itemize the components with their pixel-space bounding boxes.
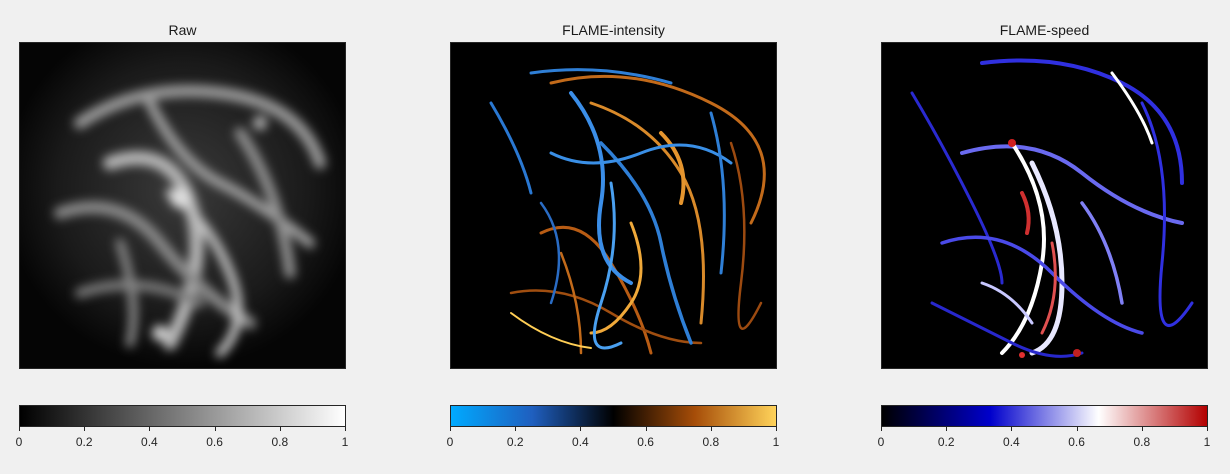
colorbar-tick-label: 0.6 <box>637 435 654 449</box>
panel-title: Raw <box>168 22 197 38</box>
colorbar-ticks: 0 0.2 0.4 0.6 0.8 1 <box>446 427 780 457</box>
colorbar-tick <box>515 427 517 431</box>
colorbar-ticks: 0 0.2 0.4 0.6 0.8 1 <box>877 427 1211 457</box>
colorbar-tick <box>1141 427 1143 431</box>
colorbar-tick-label: 0.2 <box>75 435 93 449</box>
flame-speed-vessel-image <box>881 42 1208 369</box>
colorbar-tick <box>84 427 86 431</box>
colorbar-tick-label: 0 <box>446 435 454 449</box>
colorbar-tick <box>776 427 777 431</box>
colorbar-tick <box>279 427 281 431</box>
colorbar-tick-label: 0.4 <box>141 435 158 449</box>
colorbar-tick-label: 1 <box>341 435 349 449</box>
colorbar-tick <box>149 427 151 431</box>
colorbar-ticks: 0 0.2 0.4 0.6 0.8 1 <box>15 427 349 457</box>
colorbar-tick <box>946 427 948 431</box>
colorbar-tick <box>214 427 216 431</box>
colorbar-tick-label: 0 <box>877 435 885 449</box>
panel-flame-intensity: FLAME-intensity <box>446 0 780 474</box>
colorbar-tick <box>580 427 582 431</box>
colorbar-tick <box>1207 427 1208 431</box>
colorbar-tick-label: 0.6 <box>1068 435 1085 449</box>
raw-vessel-image <box>19 42 346 369</box>
panel-title: FLAME-speed <box>999 22 1090 38</box>
colorbar-tick-label: 0.6 <box>206 435 223 449</box>
colorbar-tick <box>1011 427 1013 431</box>
colorbar-tick-label: 0.2 <box>937 435 955 449</box>
colorbar-tick <box>450 427 451 431</box>
colorbar-tick-label: 0.8 <box>1133 435 1151 449</box>
colorbar-tick-label: 0 <box>15 435 23 449</box>
colorbar-tick <box>645 427 647 431</box>
colorbar-tick <box>345 427 346 431</box>
colorbar-tick-label: 0.8 <box>702 435 720 449</box>
colorbar-tick <box>710 427 712 431</box>
colorbar-tick-label: 0.8 <box>271 435 289 449</box>
colorbar-gray <box>19 405 346 427</box>
colorbar-tick-label: 1 <box>772 435 780 449</box>
colorbar-blue-white-red <box>881 405 1208 427</box>
flame-intensity-vessel-image <box>450 42 777 369</box>
colorbar-tick-label: 1 <box>1203 435 1211 449</box>
colorbar-tick <box>881 427 882 431</box>
panel-title: FLAME-intensity <box>562 22 665 38</box>
colorbar-tick-label: 0.4 <box>572 435 589 449</box>
colorbar-tick <box>19 427 20 431</box>
colorbar-blue-orange <box>450 405 777 427</box>
colorbar-tick-label: 0.2 <box>506 435 524 449</box>
panel-raw: Raw <box>15 0 349 474</box>
colorbar-tick <box>1076 427 1078 431</box>
colorbar-tick-label: 0.4 <box>1003 435 1020 449</box>
